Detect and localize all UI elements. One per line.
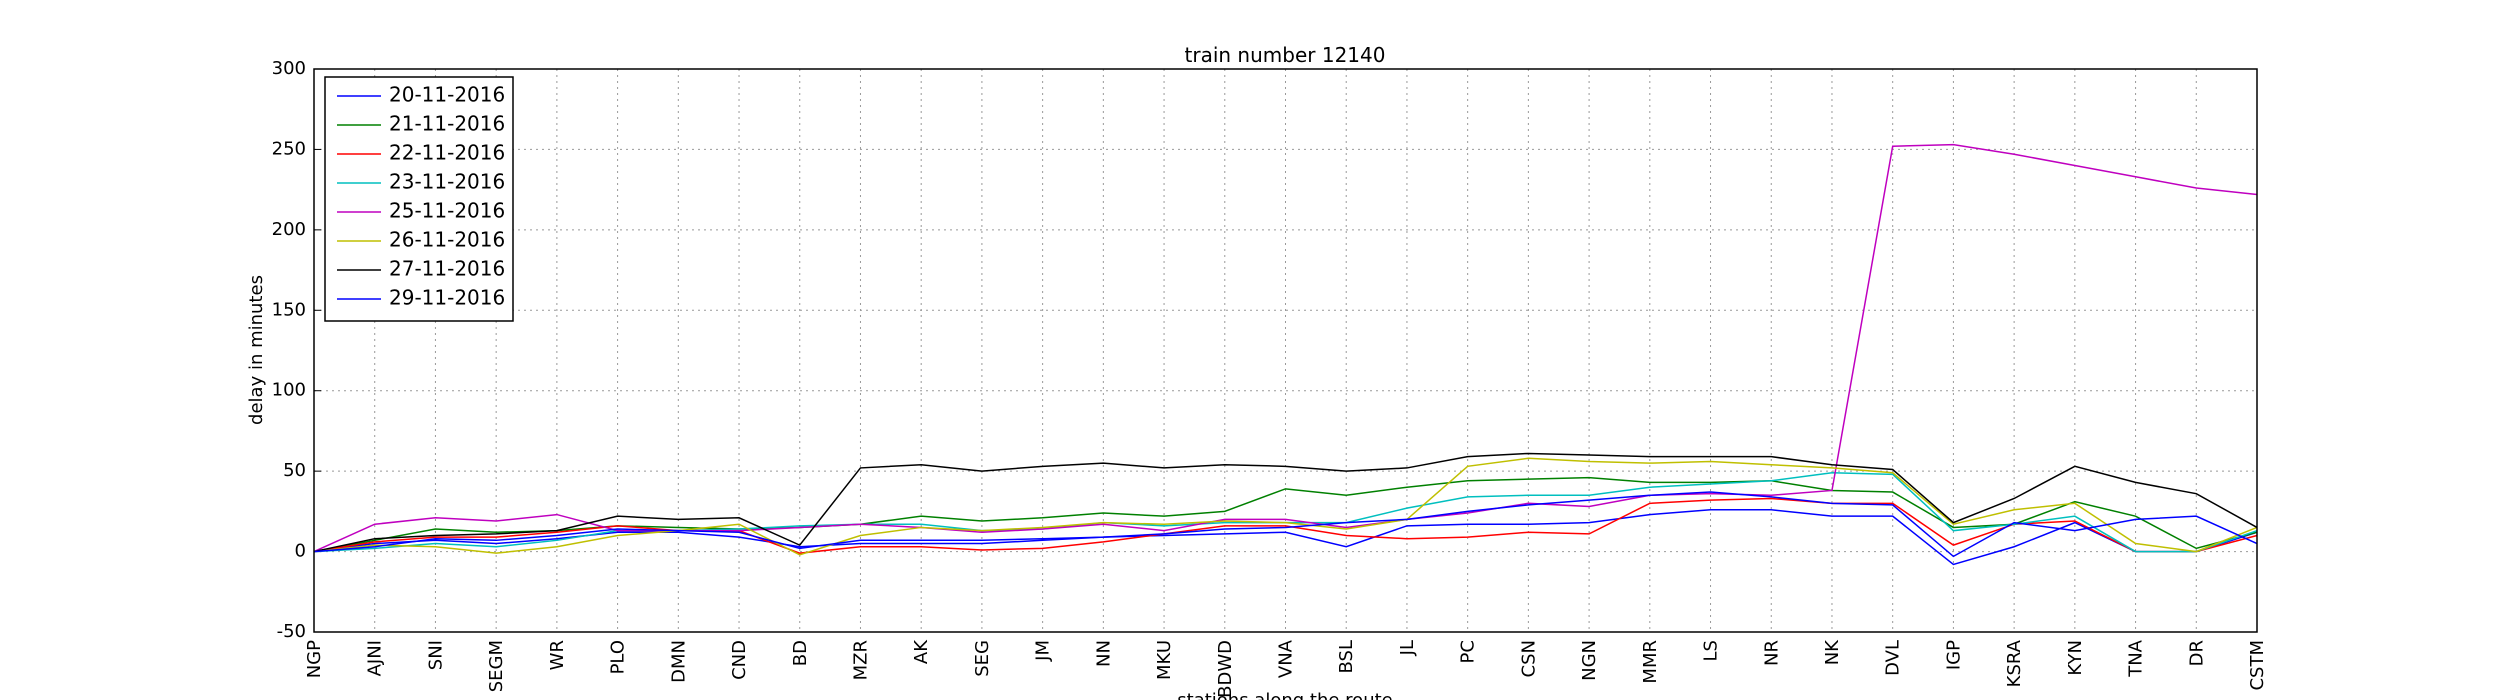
x-tick-label: MMR (1640, 640, 1661, 684)
y-tick-label: 250 (272, 138, 306, 159)
series-line (313, 143, 2258, 553)
x-tick-label: DR (2186, 640, 2207, 666)
x-tick-label: JM (1033, 640, 1054, 662)
x-tick-label: PC (1458, 640, 1479, 663)
x-tick-label: NN (1093, 640, 1114, 667)
x-tick-label: BDWD (1215, 640, 1236, 698)
x-tick-label: CND (729, 640, 750, 680)
series-line (313, 476, 2258, 553)
y-tick-label: 150 (272, 299, 306, 320)
legend-label: 20-11-2016 (389, 83, 505, 107)
legend-label: 21-11-2016 (389, 112, 505, 136)
legend-label: 26-11-2016 (389, 228, 505, 252)
y-axis-label: delay in minutes (246, 275, 267, 425)
series-line (313, 457, 2258, 556)
x-tick-label: DMN (668, 640, 689, 683)
x-tick-label: LS (1701, 640, 1722, 661)
series-line (313, 491, 2258, 558)
legend-box (324, 76, 514, 322)
x-tick-label: TNA (2126, 639, 2147, 677)
legend-label: 25-11-2016 (389, 199, 505, 223)
x-tick-label: IGP (1943, 640, 1964, 670)
chart-title: train number 12140 (1185, 43, 1386, 67)
series-line (313, 497, 2258, 554)
legend-label: 27-11-2016 (389, 257, 505, 281)
y-tick-label: 200 (272, 219, 306, 240)
y-tick-label: -50 (277, 621, 306, 642)
x-tick-label: CSN (1518, 640, 1539, 677)
series-line (313, 452, 2258, 553)
x-tick-label: SNI (425, 640, 446, 670)
legend-label: 22-11-2016 (389, 141, 505, 165)
x-tick-label: KYN (2065, 640, 2086, 676)
y-tick-label: 50 (283, 460, 306, 481)
x-tick-label: MKU (1154, 640, 1175, 680)
x-tick-label: NK (1822, 639, 1843, 665)
x-tick-label: KSRA (2004, 639, 2025, 687)
x-tick-label: SEGM (486, 640, 507, 692)
x-tick-label: AJNI (365, 640, 386, 676)
x-axis-label: stations along the route (1177, 690, 1392, 700)
y-tick-label: 0 (295, 541, 306, 562)
x-tick-label: PLO (608, 640, 629, 674)
x-tick-label: JL (1397, 640, 1418, 656)
x-tick-label: VNA (1276, 639, 1297, 678)
legend-label: 29-11-2016 (389, 286, 505, 310)
x-tick-label: BSL (1336, 640, 1357, 674)
x-tick-label: NR (1761, 640, 1782, 666)
y-tick-label: 300 (272, 58, 306, 79)
x-tick-label: SEG (972, 640, 993, 677)
x-tick-label: NGN (1579, 640, 1600, 681)
x-tick-label: WR (547, 640, 568, 670)
x-tick-label: AK (911, 639, 932, 664)
y-tick-label: 100 (272, 380, 306, 401)
x-tick-label: DVL (1883, 640, 1904, 676)
legend-label: 23-11-2016 (389, 170, 505, 194)
plot-frame (313, 68, 2258, 633)
x-tick-label: MZR (850, 640, 871, 680)
x-tick-label: CSTM (2247, 640, 2268, 691)
x-tick-label: NGP (304, 640, 325, 678)
x-tick-label: BD (790, 640, 811, 666)
series-line (313, 508, 2258, 566)
